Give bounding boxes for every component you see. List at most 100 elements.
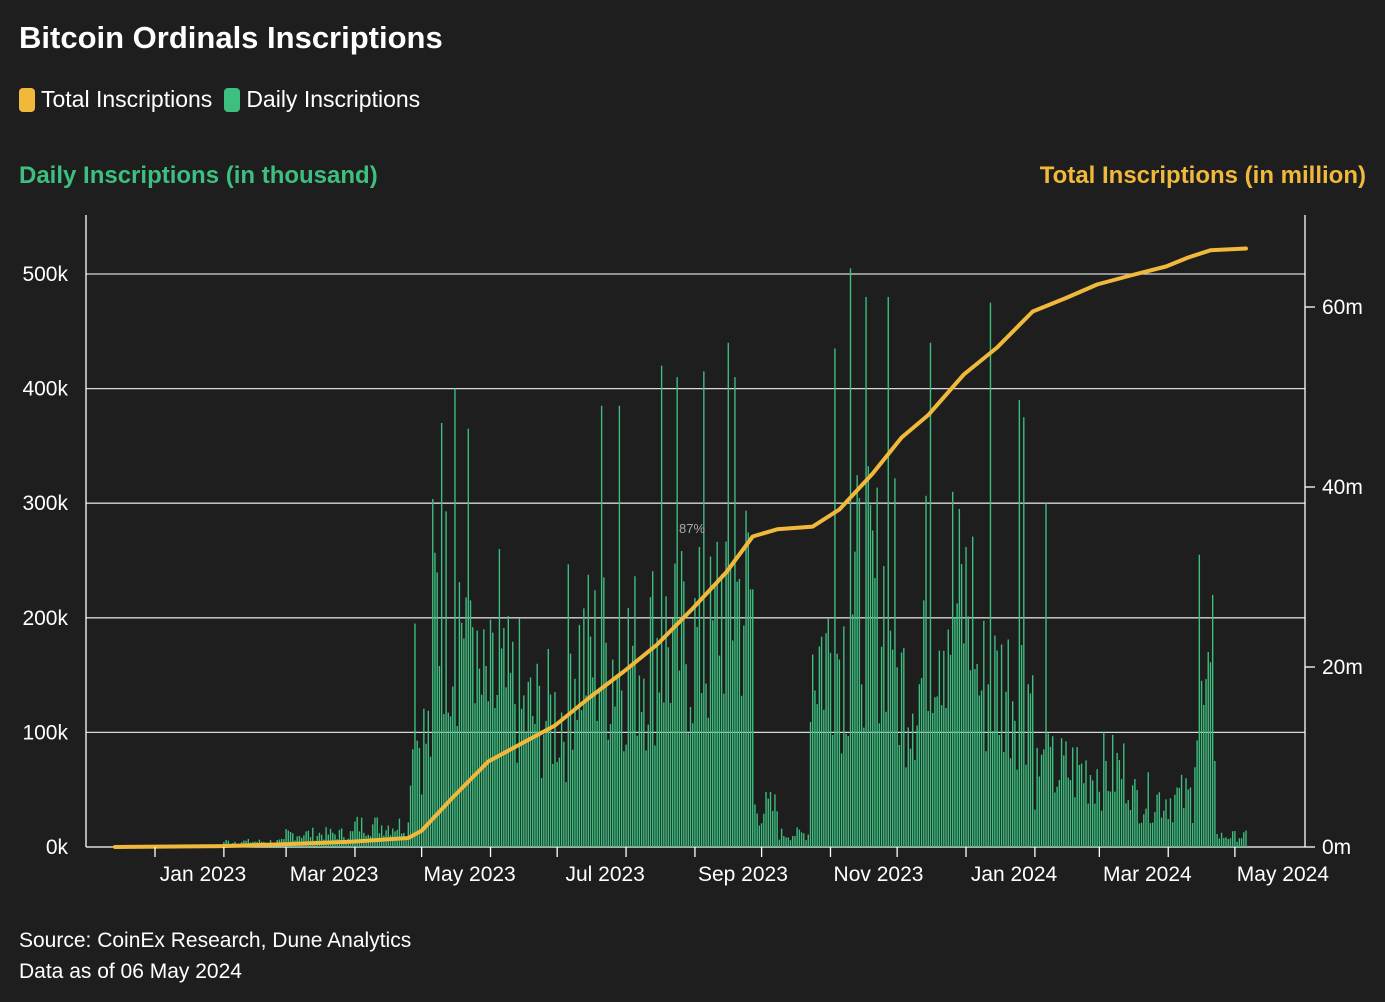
daily-bar xyxy=(1138,823,1141,847)
data-date-line: Data as of 06 May 2024 xyxy=(19,960,242,983)
left-tick-label: 300k xyxy=(22,492,68,515)
daily-bar xyxy=(729,567,732,847)
daily-bar xyxy=(523,695,525,847)
daily-bar xyxy=(1029,693,1032,847)
daily-bar xyxy=(952,491,954,847)
daily-bar xyxy=(1100,810,1103,847)
daily-bar xyxy=(496,694,498,847)
x-tick-label: Jan 2023 xyxy=(160,863,246,886)
left-tick-label: 500k xyxy=(22,263,68,286)
daily-bar xyxy=(863,727,865,847)
daily-bar xyxy=(914,759,916,847)
daily-bar xyxy=(1149,823,1152,847)
daily-bar xyxy=(669,702,672,847)
daily-bar xyxy=(738,578,741,847)
daily-bar xyxy=(989,302,992,847)
daily-bar xyxy=(958,508,961,847)
daily-bar xyxy=(1020,645,1023,847)
daily-bar xyxy=(387,825,389,847)
daily-bar xyxy=(674,563,676,847)
daily-bar xyxy=(1231,831,1234,847)
daily-bar xyxy=(1094,803,1096,847)
daily-bar xyxy=(627,608,629,847)
daily-bar xyxy=(940,705,943,847)
daily-bar xyxy=(992,730,994,847)
daily-bar xyxy=(647,724,649,847)
daily-bar xyxy=(518,618,521,847)
daily-bar xyxy=(876,487,878,847)
daily-bar xyxy=(1194,767,1196,847)
daily-bar xyxy=(1116,752,1118,847)
daily-bar xyxy=(1107,791,1109,847)
daily-bar xyxy=(743,625,745,847)
daily-bar xyxy=(1012,701,1014,847)
daily-bar xyxy=(1071,747,1074,847)
daily-bar xyxy=(527,681,529,847)
daily-bar xyxy=(1005,691,1007,847)
daily-bar xyxy=(305,831,307,847)
daily-bar xyxy=(1243,832,1245,847)
daily-bar xyxy=(956,603,958,847)
daily-bar xyxy=(1209,662,1212,847)
daily-bar xyxy=(1167,819,1169,847)
daily-bar xyxy=(1154,812,1156,847)
daily-bar xyxy=(985,751,987,847)
daily-bar xyxy=(416,740,418,847)
daily-bar xyxy=(705,683,707,847)
daily-bar xyxy=(867,466,869,847)
daily-bar xyxy=(1040,754,1043,847)
daily-bar xyxy=(1058,779,1061,847)
daily-bar xyxy=(994,635,996,847)
daily-bar xyxy=(825,633,827,847)
daily-bar xyxy=(945,707,947,847)
daily-bar xyxy=(512,641,514,847)
daily-bar xyxy=(1189,787,1192,847)
daily-bar xyxy=(478,668,481,847)
daily-bar xyxy=(887,296,889,847)
daily-bar xyxy=(949,654,952,847)
daily-bar xyxy=(285,828,287,847)
daily-bar xyxy=(1178,788,1181,847)
daily-bar xyxy=(1089,775,1092,847)
daily-bar xyxy=(1191,823,1194,847)
daily-bar xyxy=(969,670,972,847)
daily-bar xyxy=(963,643,965,847)
daily-bar xyxy=(298,835,301,847)
daily-bar xyxy=(794,836,796,847)
daily-bar xyxy=(672,618,674,847)
daily-bar xyxy=(840,753,843,847)
daily-bar xyxy=(534,724,536,847)
daily-bar xyxy=(578,624,581,847)
daily-bar xyxy=(909,748,912,847)
daily-bar xyxy=(407,822,409,847)
daily-bar xyxy=(1129,809,1132,847)
daily-bar xyxy=(849,268,852,847)
daily-bar xyxy=(1114,791,1116,847)
daily-bar xyxy=(654,745,656,847)
daily-bar xyxy=(640,711,643,847)
daily-bar xyxy=(625,744,627,847)
daily-bar xyxy=(580,710,583,847)
daily-bar xyxy=(1054,792,1056,847)
daily-bar xyxy=(792,835,794,847)
daily-bar xyxy=(1216,834,1218,847)
daily-bar xyxy=(1120,779,1123,847)
daily-bar xyxy=(932,712,934,847)
daily-bar xyxy=(600,405,603,847)
daily-bar xyxy=(820,636,823,847)
daily-bar xyxy=(983,620,985,847)
daily-bar xyxy=(592,677,594,847)
daily-bar xyxy=(694,598,696,847)
daily-bar xyxy=(1214,760,1216,847)
daily-bar xyxy=(1103,732,1105,847)
daily-bar xyxy=(836,653,838,847)
daily-bar xyxy=(616,676,618,847)
daily-bar xyxy=(425,743,427,847)
daily-bar xyxy=(452,686,454,847)
daily-bar xyxy=(514,704,516,847)
daily-bar xyxy=(609,724,612,847)
left-tick-label: 100k xyxy=(22,721,68,744)
daily-bar xyxy=(618,405,621,847)
daily-bar xyxy=(758,825,761,847)
daily-bar xyxy=(303,835,305,847)
